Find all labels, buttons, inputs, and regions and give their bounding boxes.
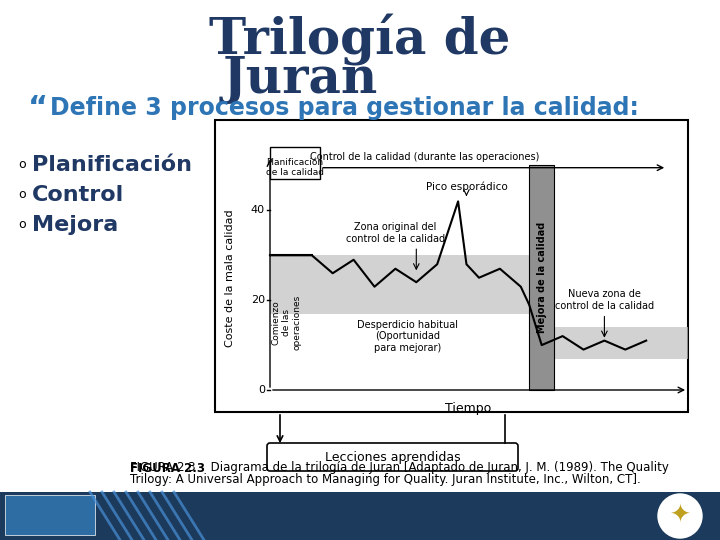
Bar xyxy=(0,492,720,540)
Text: o: o xyxy=(18,188,26,201)
Text: ✦: ✦ xyxy=(670,504,690,528)
Text: 0: 0 xyxy=(258,385,265,395)
Text: o: o xyxy=(18,219,26,232)
Text: Trilogía de: Trilogía de xyxy=(210,14,510,66)
Text: Control: Control xyxy=(32,185,125,205)
Text: 20: 20 xyxy=(251,295,265,305)
Bar xyxy=(270,147,320,179)
Text: Zona original del
control de la calidad: Zona original del control de la calidad xyxy=(346,222,445,244)
Text: Mejora de la calidad: Mejora de la calidad xyxy=(536,222,546,333)
Text: Desperdicio habitual
(Oportunidad
para mejorar): Desperdicio habitual (Oportunidad para m… xyxy=(357,320,459,353)
Text: FIGURA 2.3    Diagrama de la trilogía de Juran [Adaptado de Juran, J. M. (1989).: FIGURA 2.3 Diagrama de la trilogía de Ju… xyxy=(130,462,669,475)
Text: Nueva zona de
control de la calidad: Nueva zona de control de la calidad xyxy=(555,289,654,311)
Text: Trilogy: A Universal Approach to Managing for Quality. Juran Institute, Inc., Wi: Trilogy: A Universal Approach to Managin… xyxy=(130,474,641,487)
Text: 40: 40 xyxy=(251,205,265,215)
Text: Define 3 procesos para gestionar la calidad:: Define 3 procesos para gestionar la cali… xyxy=(50,96,639,120)
FancyBboxPatch shape xyxy=(267,443,518,471)
Text: “: “ xyxy=(28,93,48,123)
Bar xyxy=(529,165,554,390)
Text: Planificación: Planificación xyxy=(32,155,192,175)
Text: Coste de la mala calidad: Coste de la mala calidad xyxy=(225,209,235,347)
Bar xyxy=(5,495,95,535)
Text: FIGURA 2.3: FIGURA 2.3 xyxy=(130,462,205,475)
Text: Tiempo: Tiempo xyxy=(446,402,492,415)
Text: Juran: Juran xyxy=(222,56,377,105)
Bar xyxy=(270,255,529,314)
Text: o: o xyxy=(18,159,26,172)
Bar xyxy=(541,327,688,359)
Text: Control de la calidad (durante las operaciones): Control de la calidad (durante las opera… xyxy=(310,152,539,162)
Text: Comienzo
de las
operaciones: Comienzo de las operaciones xyxy=(271,295,301,350)
Text: Planificación
de la calidad: Planificación de la calidad xyxy=(266,158,324,178)
Text: Pico esporádico: Pico esporádico xyxy=(426,182,508,192)
Text: Mejora: Mejora xyxy=(32,215,118,235)
Text: Lecciones aprendidas: Lecciones aprendidas xyxy=(325,450,460,463)
Bar xyxy=(215,120,688,412)
Circle shape xyxy=(658,494,702,538)
